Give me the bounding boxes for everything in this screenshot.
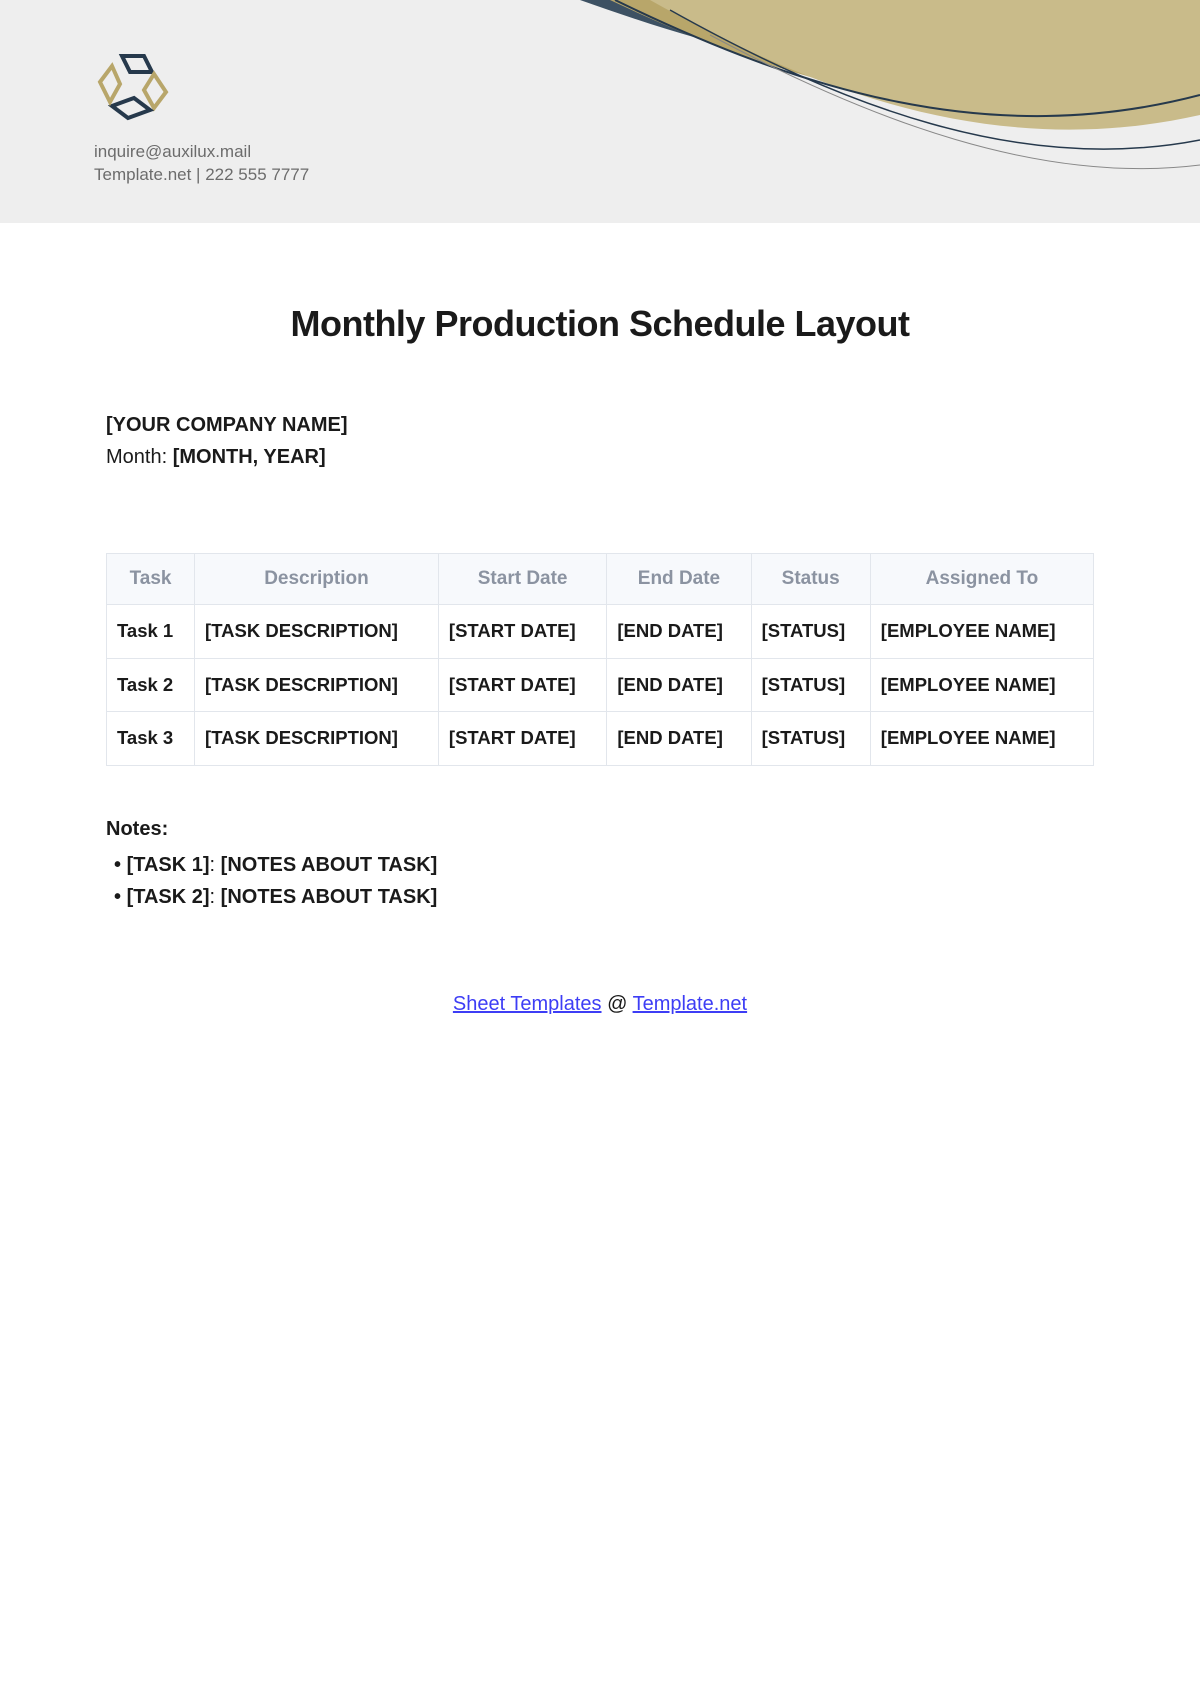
note-item: [TASK 1]: [NOTES ABOUT TASK] — [114, 849, 1094, 881]
table-body: Task 1 [TASK DESCRIPTION] [START DATE] [… — [107, 605, 1094, 766]
cell-task: Task 2 — [107, 658, 195, 712]
cell-status: [STATUS] — [751, 605, 870, 659]
cell-end-date: [END DATE] — [607, 605, 751, 659]
cell-description: [TASK DESCRIPTION] — [195, 712, 439, 766]
cell-assigned-to: [EMPLOYEE NAME] — [870, 605, 1093, 659]
cell-status: [STATUS] — [751, 712, 870, 766]
col-assigned-to: Assigned To — [870, 554, 1093, 605]
cell-description: [TASK DESCRIPTION] — [195, 658, 439, 712]
month-label: Month: — [106, 446, 173, 468]
logo-block: inquire@auxilux.mail Template.net | 222 … — [94, 52, 309, 187]
meta-block: [YOUR COMPANY NAME] Month: [MONTH, YEAR] — [106, 409, 1094, 473]
note-text: [NOTES ABOUT TASK] — [221, 854, 438, 876]
note-sep: : — [210, 886, 221, 908]
cell-status: [STATUS] — [751, 658, 870, 712]
cell-assigned-to: [EMPLOYEE NAME] — [870, 658, 1093, 712]
cell-start-date: [START DATE] — [438, 712, 606, 766]
contact-info: inquire@auxilux.mail Template.net | 222 … — [94, 141, 309, 187]
header-wave-decoration — [500, 0, 1200, 223]
table-row: Task 3 [TASK DESCRIPTION] [START DATE] [… — [107, 712, 1094, 766]
company-logo-icon — [94, 52, 172, 124]
cell-end-date: [END DATE] — [607, 712, 751, 766]
footer-links: Sheet Templates @ Template.net — [106, 993, 1094, 1016]
table-header: Task Description Start Date End Date Sta… — [107, 554, 1094, 605]
document-content: Monthly Production Schedule Layout [YOUR… — [0, 223, 1200, 1016]
table-row: Task 1 [TASK DESCRIPTION] [START DATE] [… — [107, 605, 1094, 659]
col-description: Description — [195, 554, 439, 605]
note-task: [TASK 2] — [127, 886, 210, 908]
cell-assigned-to: [EMPLOYEE NAME] — [870, 712, 1093, 766]
company-name: [YOUR COMPANY NAME] — [106, 409, 1094, 441]
cell-task: Task 1 — [107, 605, 195, 659]
footer-separator: @ — [602, 993, 633, 1015]
month-line: Month: [MONTH, YEAR] — [106, 441, 1094, 473]
page-title: Monthly Production Schedule Layout — [106, 303, 1094, 345]
notes-block: Notes: [TASK 1]: [NOTES ABOUT TASK] [TAS… — [106, 818, 1094, 913]
contact-site-phone: Template.net | 222 555 7777 — [94, 164, 309, 187]
note-task: [TASK 1] — [127, 854, 210, 876]
cell-end-date: [END DATE] — [607, 658, 751, 712]
col-status: Status — [751, 554, 870, 605]
col-start-date: Start Date — [438, 554, 606, 605]
schedule-table: Task Description Start Date End Date Sta… — [106, 553, 1094, 766]
note-sep: : — [210, 854, 221, 876]
note-text: [NOTES ABOUT TASK] — [221, 886, 438, 908]
cell-start-date: [START DATE] — [438, 658, 606, 712]
header-band: inquire@auxilux.mail Template.net | 222 … — [0, 0, 1200, 223]
table-row: Task 2 [TASK DESCRIPTION] [START DATE] [… — [107, 658, 1094, 712]
month-value: [MONTH, YEAR] — [173, 446, 326, 468]
cell-start-date: [START DATE] — [438, 605, 606, 659]
note-item: [TASK 2]: [NOTES ABOUT TASK] — [114, 881, 1094, 913]
notes-heading: Notes: — [106, 818, 1094, 841]
sheet-templates-link[interactable]: Sheet Templates — [453, 993, 602, 1015]
template-net-link[interactable]: Template.net — [633, 993, 748, 1015]
cell-description: [TASK DESCRIPTION] — [195, 605, 439, 659]
cell-task: Task 3 — [107, 712, 195, 766]
notes-list: [TASK 1]: [NOTES ABOUT TASK] [TASK 2]: [… — [106, 849, 1094, 913]
col-end-date: End Date — [607, 554, 751, 605]
contact-email: inquire@auxilux.mail — [94, 141, 309, 164]
col-task: Task — [107, 554, 195, 605]
